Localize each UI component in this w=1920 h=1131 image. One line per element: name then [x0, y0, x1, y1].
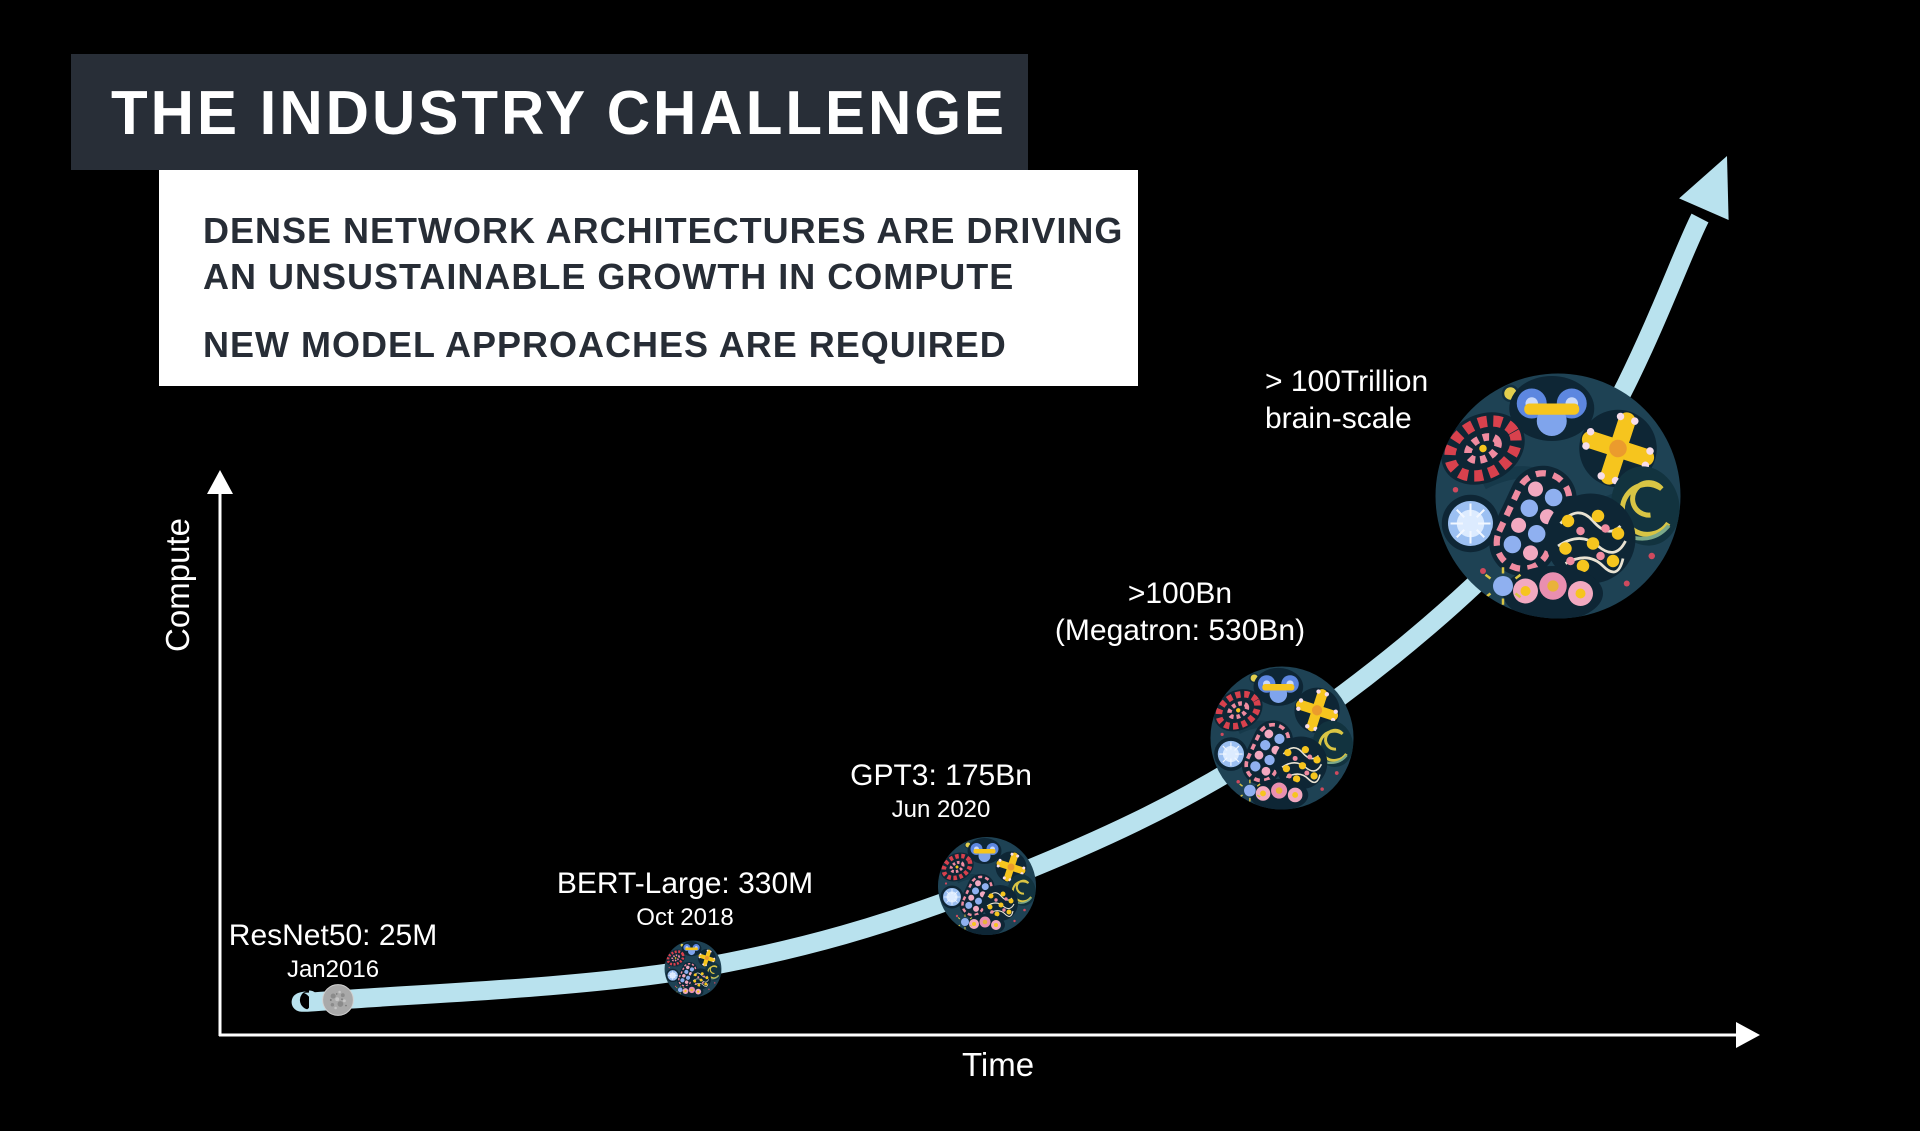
label-gpt3: GPT3: 175Bn Jun 2020 — [850, 758, 1032, 825]
milestone-title: GPT3: 175Bn — [850, 759, 1032, 792]
milestone-title: ResNet50: 25M — [228, 919, 438, 952]
milestone-subtitle: (Megatron: 530Bn) — [1054, 614, 1306, 647]
milestone-title: > 100Trillion — [1265, 365, 1429, 398]
bubble-gpt3 — [935, 836, 1039, 936]
page-title: THE INDUSTRY CHALLENGE — [111, 77, 1008, 147]
y-axis-label: Compute — [159, 518, 196, 652]
label-resnet50: ResNet50: 25M Jan2016 — [229, 918, 437, 985]
bubble-megatron — [1206, 665, 1358, 811]
label-brain-scale: > 100Trillion brain-scale — [1265, 364, 1428, 437]
callout-line-1: DENSE NETWORK ARCHITECTURES ARE DRIVING — [203, 210, 1124, 251]
milestone-title: >100Bn — [1127, 577, 1233, 610]
label-megatron: >100Bn (Megatron: 530Bn) — [1055, 576, 1305, 649]
milestone-subtitle: Oct 2018 — [636, 904, 734, 931]
callout-line-2: AN UNSUSTAINABLE GROWTH IN COMPUTE — [203, 256, 1015, 297]
callout-line-3: NEW MODEL APPROACHES ARE REQUIRED — [203, 324, 1007, 365]
bubble-resnet50 — [322, 984, 354, 1016]
milestone-title: BERT-Large: 330M — [556, 867, 814, 900]
milestone-subtitle: brain-scale — [1265, 402, 1412, 435]
milestone-bubbles — [322, 371, 1689, 1016]
milestone-subtitle: Jan2016 — [286, 956, 380, 983]
callout-box: DENSE NETWORK ARCHITECTURES ARE DRIVING … — [159, 170, 1138, 386]
milestone-subtitle: Jun 2020 — [891, 796, 991, 823]
title-bar: THE INDUSTRY CHALLENGE — [71, 54, 1028, 170]
x-axis-arrowhead-icon — [1736, 1022, 1760, 1048]
x-axis-label: Time — [961, 1046, 1035, 1083]
y-axis-arrowhead-icon — [207, 470, 233, 494]
bubble-bert-large — [663, 940, 723, 998]
growth-arrowhead-icon — [1679, 156, 1729, 220]
label-bert-large: BERT-Large: 330M Oct 2018 — [557, 866, 813, 933]
